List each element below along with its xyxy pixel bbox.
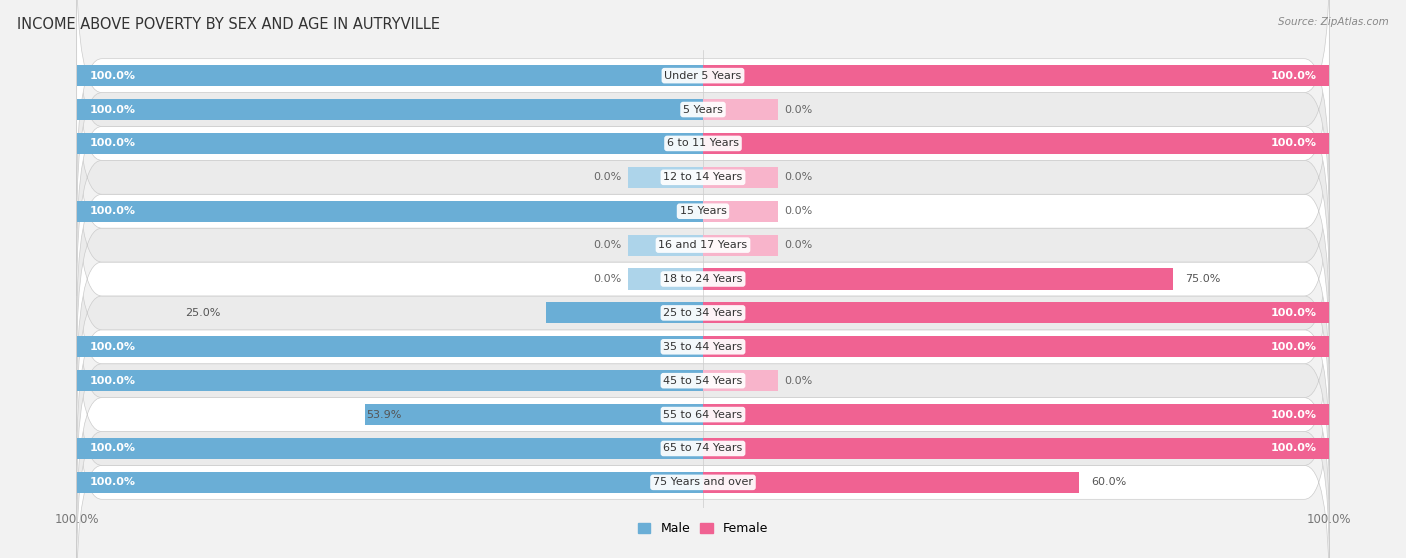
Bar xyxy=(77,438,703,459)
FancyBboxPatch shape xyxy=(77,296,1329,533)
FancyBboxPatch shape xyxy=(77,0,1329,228)
Text: 100.0%: 100.0% xyxy=(89,206,135,216)
Bar xyxy=(77,65,703,86)
FancyBboxPatch shape xyxy=(77,160,1329,398)
Bar xyxy=(77,472,703,493)
Text: 0.0%: 0.0% xyxy=(593,240,621,250)
Bar xyxy=(703,201,778,222)
Text: 0.0%: 0.0% xyxy=(785,376,813,386)
Text: 100.0%: 100.0% xyxy=(89,138,135,148)
Text: 25.0%: 25.0% xyxy=(186,308,221,318)
Text: 6 to 11 Years: 6 to 11 Years xyxy=(666,138,740,148)
Text: 65 to 74 Years: 65 to 74 Years xyxy=(664,444,742,454)
Bar xyxy=(703,133,1329,154)
Text: 100.0%: 100.0% xyxy=(89,71,135,81)
Bar xyxy=(703,234,778,256)
Bar xyxy=(703,167,778,188)
Text: 75.0%: 75.0% xyxy=(1185,274,1220,284)
Text: INCOME ABOVE POVERTY BY SEX AND AGE IN AUTRYVILLE: INCOME ABOVE POVERTY BY SEX AND AGE IN A… xyxy=(17,17,440,32)
Text: 0.0%: 0.0% xyxy=(785,240,813,250)
FancyBboxPatch shape xyxy=(77,127,1329,364)
FancyBboxPatch shape xyxy=(77,330,1329,558)
Text: 18 to 24 Years: 18 to 24 Years xyxy=(664,274,742,284)
Bar xyxy=(628,234,703,256)
Text: 100.0%: 100.0% xyxy=(89,444,135,454)
Bar xyxy=(703,404,1329,425)
Bar xyxy=(628,268,703,290)
Bar xyxy=(628,167,703,188)
Text: 100.0%: 100.0% xyxy=(89,104,135,114)
FancyBboxPatch shape xyxy=(77,364,1329,558)
Bar xyxy=(703,99,778,120)
Bar xyxy=(77,201,703,222)
FancyBboxPatch shape xyxy=(77,93,1329,330)
Bar xyxy=(703,472,1078,493)
Text: 0.0%: 0.0% xyxy=(593,172,621,182)
Text: 75 Years and over: 75 Years and over xyxy=(652,477,754,487)
Bar xyxy=(703,302,1329,324)
Legend: Male, Female: Male, Female xyxy=(633,517,773,540)
Text: 100.0%: 100.0% xyxy=(1271,138,1317,148)
Bar xyxy=(366,404,703,425)
Bar xyxy=(77,370,703,391)
Text: 100.0%: 100.0% xyxy=(1271,410,1317,420)
Text: 16 and 17 Years: 16 and 17 Years xyxy=(658,240,748,250)
Text: 25 to 34 Years: 25 to 34 Years xyxy=(664,308,742,318)
Text: 100.0%: 100.0% xyxy=(1271,308,1317,318)
Bar xyxy=(703,268,1173,290)
Text: 12 to 14 Years: 12 to 14 Years xyxy=(664,172,742,182)
Text: 5 Years: 5 Years xyxy=(683,104,723,114)
Text: 53.9%: 53.9% xyxy=(367,410,402,420)
Text: 45 to 54 Years: 45 to 54 Years xyxy=(664,376,742,386)
Text: 0.0%: 0.0% xyxy=(593,274,621,284)
Text: Under 5 Years: Under 5 Years xyxy=(665,71,741,81)
FancyBboxPatch shape xyxy=(77,0,1329,194)
Text: 55 to 64 Years: 55 to 64 Years xyxy=(664,410,742,420)
Text: 0.0%: 0.0% xyxy=(785,206,813,216)
Text: 100.0%: 100.0% xyxy=(89,342,135,352)
Bar xyxy=(77,133,703,154)
Bar xyxy=(703,438,1329,459)
Text: 100.0%: 100.0% xyxy=(1271,342,1317,352)
Bar xyxy=(703,65,1329,86)
Bar xyxy=(77,99,703,120)
Text: 100.0%: 100.0% xyxy=(1271,444,1317,454)
Text: 0.0%: 0.0% xyxy=(785,104,813,114)
Bar xyxy=(703,336,1329,357)
Bar xyxy=(77,336,703,357)
Text: 15 Years: 15 Years xyxy=(679,206,727,216)
Text: 100.0%: 100.0% xyxy=(89,477,135,487)
Text: 60.0%: 60.0% xyxy=(1091,477,1126,487)
FancyBboxPatch shape xyxy=(77,262,1329,499)
Text: 100.0%: 100.0% xyxy=(1271,71,1317,81)
Text: 35 to 44 Years: 35 to 44 Years xyxy=(664,342,742,352)
FancyBboxPatch shape xyxy=(77,59,1329,296)
FancyBboxPatch shape xyxy=(77,228,1329,465)
Text: 100.0%: 100.0% xyxy=(89,376,135,386)
Bar xyxy=(547,302,703,324)
FancyBboxPatch shape xyxy=(77,25,1329,262)
Text: 0.0%: 0.0% xyxy=(785,172,813,182)
Text: Source: ZipAtlas.com: Source: ZipAtlas.com xyxy=(1278,17,1389,27)
FancyBboxPatch shape xyxy=(77,194,1329,431)
Bar xyxy=(703,370,778,391)
